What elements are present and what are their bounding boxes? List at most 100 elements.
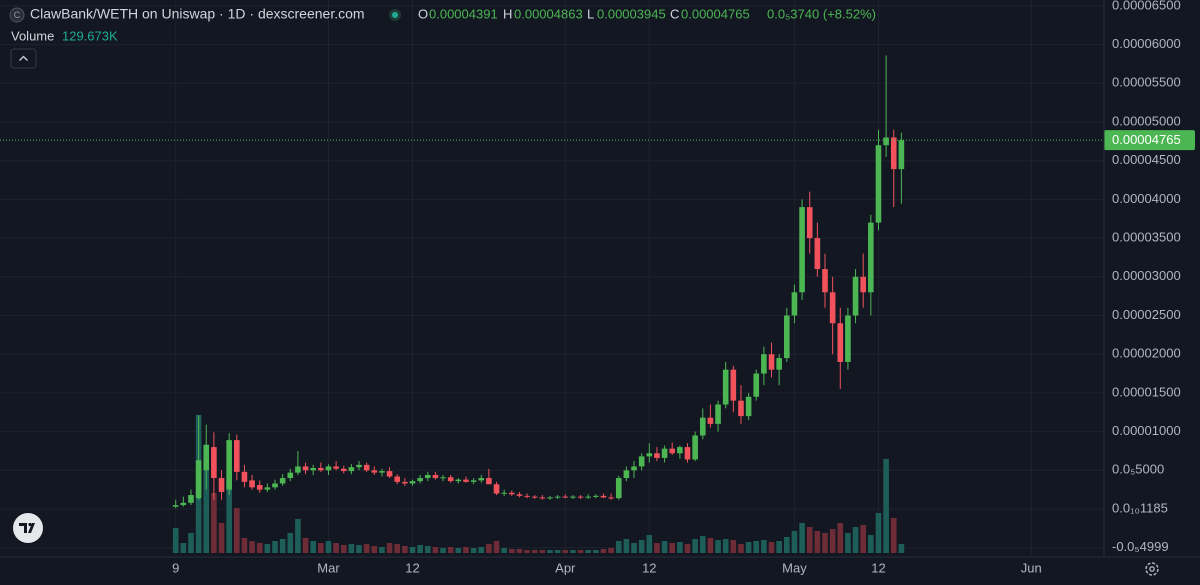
volume-bar — [256, 542, 263, 553]
candle-body — [463, 479, 469, 482]
volume-bar — [860, 524, 866, 553]
volume-bar — [677, 541, 683, 553]
candle-body — [784, 315, 790, 359]
x-tick-label: Jun — [1021, 560, 1042, 575]
candle-body — [195, 460, 202, 499]
volume-bar — [837, 522, 844, 553]
candle-body — [623, 470, 630, 479]
candle-body — [745, 396, 752, 417]
candle-body — [776, 358, 782, 370]
candle-body — [432, 474, 439, 479]
volume-bar — [615, 540, 622, 553]
candle-body — [211, 447, 217, 479]
volume-label: Volume — [11, 28, 54, 43]
volume-bar — [570, 549, 576, 553]
volume-bar — [226, 472, 232, 553]
candle-body — [562, 496, 569, 498]
volume-bar — [325, 540, 332, 553]
volume-bar — [340, 544, 347, 553]
volume-bar — [310, 540, 316, 553]
candle-body — [852, 276, 859, 316]
overlay: 0.00004765 — [0, 130, 1195, 151]
y-tick-label: 0.00001000 — [1112, 423, 1181, 438]
candle-body — [501, 492, 507, 494]
candle-body — [516, 494, 523, 496]
candle-body — [608, 497, 614, 499]
candle-body — [677, 447, 683, 454]
volume-bar — [715, 539, 721, 553]
candle-body — [715, 404, 721, 424]
candle-body — [860, 276, 866, 293]
candle-body — [440, 477, 446, 479]
volume-bar — [272, 540, 278, 553]
volume-bar — [279, 538, 286, 553]
volume-bar — [463, 546, 469, 553]
volume-bar — [768, 541, 775, 553]
candle-body — [531, 496, 538, 498]
volume-bar — [791, 530, 798, 553]
candle-body — [447, 477, 454, 482]
candle-body — [218, 478, 225, 492]
volume-bar — [608, 547, 614, 553]
candle-body — [264, 487, 271, 490]
candle-body — [883, 137, 889, 146]
candle-body — [348, 467, 355, 472]
volume-bar — [493, 540, 500, 553]
y-tick-label: 0.0₁₀1185 — [1112, 500, 1168, 515]
candle-body — [386, 471, 393, 477]
ohlc-value: 0.00003945 — [597, 6, 666, 21]
volume-bar — [318, 542, 324, 553]
candle-body — [409, 481, 416, 484]
volume-bar — [180, 542, 187, 553]
candle-body — [241, 471, 248, 482]
candle-body — [570, 496, 576, 498]
y-tick-label: 0.00004500 — [1112, 152, 1181, 167]
button-frame[interactable] — [10, 48, 37, 69]
candle-body — [402, 481, 408, 484]
candle-body — [379, 471, 385, 473]
candle-body — [394, 476, 401, 482]
y-tick-label: 0.00002000 — [1112, 346, 1181, 361]
candle-body — [654, 453, 660, 458]
candle-body — [234, 440, 240, 472]
x-tick-label: May — [782, 560, 807, 575]
gear-icon[interactable] — [1145, 562, 1159, 576]
volume-bar — [432, 546, 439, 553]
chevron-icon[interactable] — [19, 55, 28, 61]
y-tick-label: 0.00005000 — [1112, 113, 1181, 128]
volume-bar — [241, 537, 248, 553]
candle-body — [692, 435, 698, 460]
volume-bar — [501, 547, 507, 553]
candle-body — [898, 140, 905, 170]
volume-bar — [394, 543, 401, 553]
candle-body — [455, 479, 462, 482]
volume-bar — [890, 517, 897, 553]
candle-body — [669, 448, 676, 454]
x-axis: 9 Mar 12 Apr 12 May 12 Jun — [172, 560, 1042, 575]
volume-bar — [784, 536, 790, 553]
candle-body — [363, 464, 370, 471]
y-tick-label: 0.00006500 — [1112, 0, 1181, 12]
last-price-label: 0.00004765 — [1112, 132, 1181, 147]
volume-bar — [234, 507, 240, 553]
volume-bar — [829, 528, 836, 553]
candle-body — [868, 222, 874, 293]
ohlc-label: L — [587, 6, 594, 21]
volume-bar — [402, 545, 408, 553]
candle-body — [890, 137, 897, 170]
y-tick-label: 0.00006000 — [1112, 36, 1181, 51]
y-tick-label: 0.00001500 — [1112, 384, 1181, 399]
candle-body — [256, 485, 263, 490]
volume-bar — [386, 542, 393, 553]
y-axis: 0.00006500 0.00006000 0.00005500 0.00005000… — [1112, 0, 1181, 554]
volume-bar — [761, 539, 767, 553]
collapse-button[interactable] — [10, 48, 37, 69]
volume-bar — [440, 547, 446, 553]
candle-body — [371, 470, 378, 473]
settings-button[interactable] — [1145, 562, 1159, 576]
volume-bar — [868, 534, 874, 553]
gear-hub[interactable] — [1149, 566, 1155, 572]
logo-text: C — [14, 10, 21, 20]
volume-bar — [447, 546, 454, 553]
